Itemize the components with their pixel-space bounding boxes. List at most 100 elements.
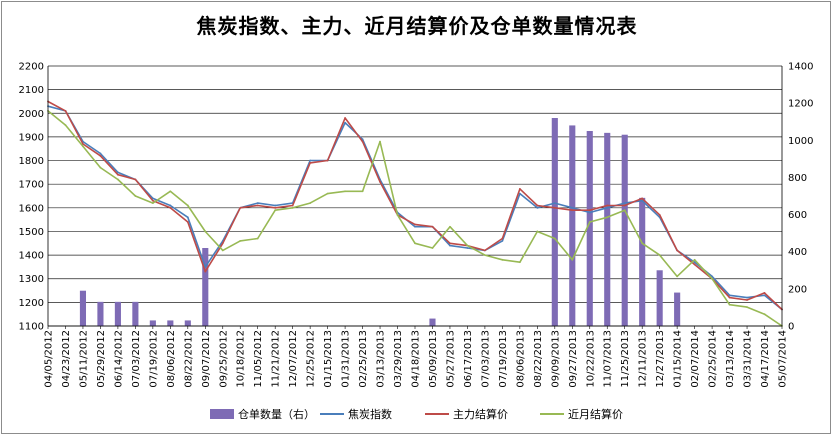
x-tick-label-20: 03/29/2013: [393, 330, 404, 388]
series-2-point-14: [291, 206, 294, 209]
series-0-point-17: [344, 121, 346, 124]
x-tick-label-36: 01/15/2014: [673, 330, 684, 388]
series-2-point-35: [658, 254, 661, 256]
bar-5: [132, 301, 139, 326]
series-2-point-17: [344, 190, 346, 193]
x-tick-label-35: 12/27/2013: [655, 330, 666, 388]
series-1-point-11: [239, 206, 242, 209]
right-tick-label-600: 600: [788, 210, 807, 221]
series-0-point-15: [309, 159, 312, 162]
x-tick-label-30: 09/27/2013: [568, 330, 579, 388]
axis-layer: 1100120013001400150016001700180019002000…: [19, 62, 814, 388]
right-tick-label-200: 200: [788, 284, 807, 295]
x-tick-label-1: 04/23/2012: [61, 330, 72, 388]
series-0-point-41: [763, 294, 766, 297]
series-1-point-23: [449, 242, 451, 245]
series-1-point-35: [658, 214, 661, 216]
series-1-point-7: [169, 206, 172, 209]
x-tick-label-2: 05/11/2012: [78, 330, 89, 388]
series-2-point-6: [151, 202, 154, 204]
line-layer: [47, 100, 783, 327]
series-1-point-8: [186, 221, 189, 223]
series-0-point-28: [536, 206, 539, 209]
x-tick-label-10: 09/25/2012: [218, 330, 229, 388]
series-1-point-32: [606, 204, 609, 207]
left-tick-label-1900: 1900: [19, 132, 44, 143]
bar-30: [569, 125, 576, 326]
series-2-point-10: [221, 249, 224, 252]
series-1-point-27: [518, 188, 521, 190]
x-tick-label-14: 12/07/2012: [288, 330, 299, 388]
x-tick-label-23: 05/27/2013: [445, 330, 456, 388]
bar-35: [656, 270, 663, 326]
bar-7: [167, 320, 174, 326]
series-2-point-33: [623, 209, 626, 212]
left-tick-label-2000: 2000: [19, 109, 44, 120]
series-2-point-40: [746, 306, 748, 308]
x-tick-label-31: 10/22/2013: [585, 330, 596, 388]
series-2-point-38: [711, 277, 713, 280]
series-1-point-33: [623, 204, 626, 207]
series-1-point-28: [536, 204, 539, 207]
series-0-point-6: [151, 197, 154, 200]
series-1-point-4: [117, 173, 119, 176]
series-1-point-9: [204, 270, 207, 273]
x-tick-label-37: 02/07/2014: [690, 330, 701, 388]
series-0-point-12: [256, 202, 259, 204]
series-0-point-7: [169, 204, 172, 207]
series-2-point-9: [204, 230, 207, 233]
x-tick-label-4: 06/14/2012: [113, 330, 124, 388]
series-2-point-19: [379, 140, 381, 143]
series-0-point-33: [623, 202, 626, 204]
series-2-point-37: [693, 258, 696, 261]
bar-22: [429, 318, 436, 326]
right-tick-label-400: 400: [788, 247, 807, 258]
bar-4: [114, 301, 121, 326]
left-tick-label-2100: 2100: [19, 85, 44, 96]
series-2-point-27: [518, 261, 521, 264]
series-1-point-3: [99, 154, 102, 157]
x-tick-label-42: 05/07/2014: [778, 330, 789, 388]
series-2-point-34: [641, 242, 644, 245]
series-1-point-36: [676, 249, 679, 252]
bar-3: [97, 301, 104, 326]
right-tick-label-800: 800: [788, 173, 807, 184]
x-tick-label-28: 08/22/2013: [533, 330, 544, 388]
series-1-point-25: [484, 249, 486, 252]
x-tick-label-12: 11/05/2012: [253, 330, 264, 388]
right-tick-label-1000: 1000: [788, 136, 813, 147]
series-1-point-22: [431, 225, 434, 228]
left-tick-label-1100: 1100: [19, 322, 44, 333]
series-line-1: [47, 100, 783, 311]
bar-31: [586, 131, 593, 326]
right-tick-label-1400: 1400: [788, 62, 813, 73]
left-tick-label-1600: 1600: [19, 203, 44, 214]
series-0-point-31: [588, 211, 591, 214]
right-tick-label-0: 0: [788, 322, 794, 333]
series-1-point-17: [344, 117, 346, 119]
x-tick-label-22: 05/09/2013: [428, 330, 439, 388]
legend-label-2: 近月结算价: [568, 407, 623, 421]
series-2-point-11: [239, 240, 242, 242]
series-1-point-12: [256, 204, 259, 207]
series-1-point-2: [82, 143, 84, 145]
series-1-point-26: [501, 237, 504, 240]
series-1-point-40: [746, 299, 748, 301]
left-tick-label-2200: 2200: [19, 62, 44, 73]
series-0-point-30: [571, 206, 574, 209]
x-tick-label-34: 12/11/2013: [638, 330, 649, 388]
series-0-point-40: [746, 296, 748, 299]
series-2-point-3: [99, 166, 102, 169]
series-0-point-4: [117, 171, 119, 174]
series-1-point-13: [274, 206, 277, 209]
series-1-point-1: [64, 110, 67, 112]
legend-swatch-3: [210, 409, 234, 419]
x-tick-label-3: 05/29/2012: [96, 330, 107, 388]
series-1-point-5: [134, 178, 137, 181]
x-tick-label-27: 08/06/2013: [515, 330, 526, 388]
x-tick-label-6: 07/19/2012: [148, 330, 159, 388]
bar-8: [184, 320, 191, 326]
x-tick-label-18: 02/25/2013: [358, 330, 369, 388]
series-2-point-25: [484, 254, 486, 256]
series-0-point-34: [641, 199, 644, 202]
